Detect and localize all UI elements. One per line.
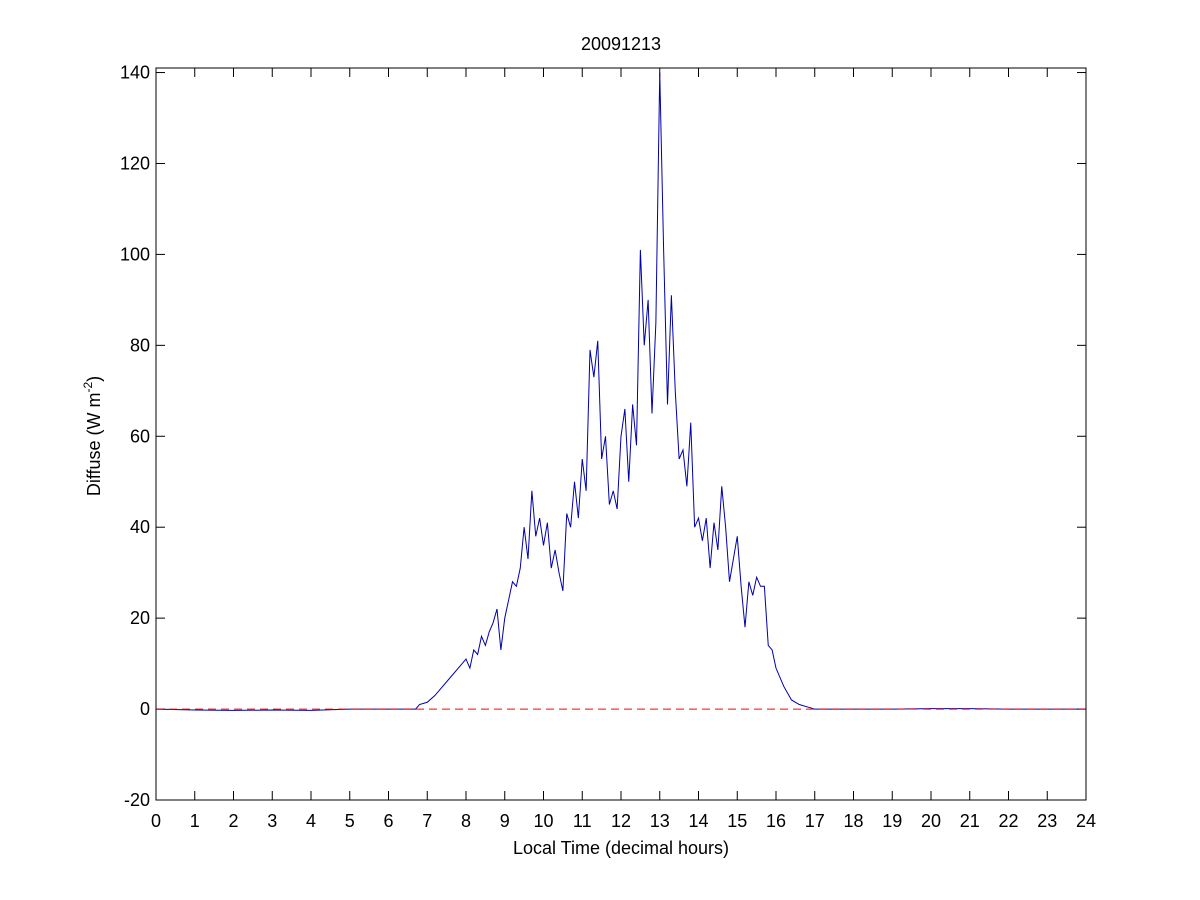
y-tick-label: 100 (120, 244, 150, 264)
x-tick-label: 0 (151, 811, 161, 831)
y-tick-label: 80 (130, 335, 150, 355)
x-tick-label: 3 (267, 811, 277, 831)
y-tick-label: 140 (120, 63, 150, 83)
x-tick-label: 10 (533, 811, 553, 831)
y-label-end: ) (84, 376, 104, 382)
chart-title: 20091213 (581, 34, 661, 54)
x-tick-label: 1 (190, 811, 200, 831)
x-tick-label: 15 (727, 811, 747, 831)
y-tick-label: 0 (140, 699, 150, 719)
x-tick-label: 14 (688, 811, 708, 831)
x-tick-label: 9 (500, 811, 510, 831)
y-axis-label: Diffuse (W m-2) (81, 376, 104, 496)
x-tick-label: 16 (766, 811, 786, 831)
x-tick-label: 12 (611, 811, 631, 831)
y-tick-label: 60 (130, 426, 150, 446)
y-label-sup: -2 (81, 381, 95, 392)
x-tick-label: 22 (998, 811, 1018, 831)
plot-frame (155, 67, 1087, 801)
x-tick-label: 7 (422, 811, 432, 831)
x-tick-label: 20 (921, 811, 941, 831)
data-line (155, 72, 1086, 711)
y-tick-label: 20 (130, 608, 150, 628)
y-tick-label: 40 (130, 517, 150, 537)
x-tick-label: 19 (882, 811, 902, 831)
x-tick-label: 8 (461, 811, 471, 831)
x-tick-label: 21 (960, 811, 980, 831)
x-tick-label: 17 (805, 811, 825, 831)
x-tick-label: 23 (1037, 811, 1057, 831)
x-tick-label: 5 (345, 811, 355, 831)
x-tick-label: 2 (228, 811, 238, 831)
x-tick-label: 4 (306, 811, 316, 831)
y-tick-label: -20 (124, 790, 150, 810)
x-axis-label: Local Time (decimal hours) (513, 838, 729, 858)
y-label-text: Diffuse (W m (84, 392, 104, 496)
y-tick-label: 120 (120, 153, 150, 173)
x-tick-label: 24 (1076, 811, 1096, 831)
x-tick-label: 13 (650, 811, 670, 831)
x-tick-label: 6 (383, 811, 393, 831)
x-tick-label: 18 (843, 811, 863, 831)
x-tick-label: 11 (573, 811, 592, 831)
